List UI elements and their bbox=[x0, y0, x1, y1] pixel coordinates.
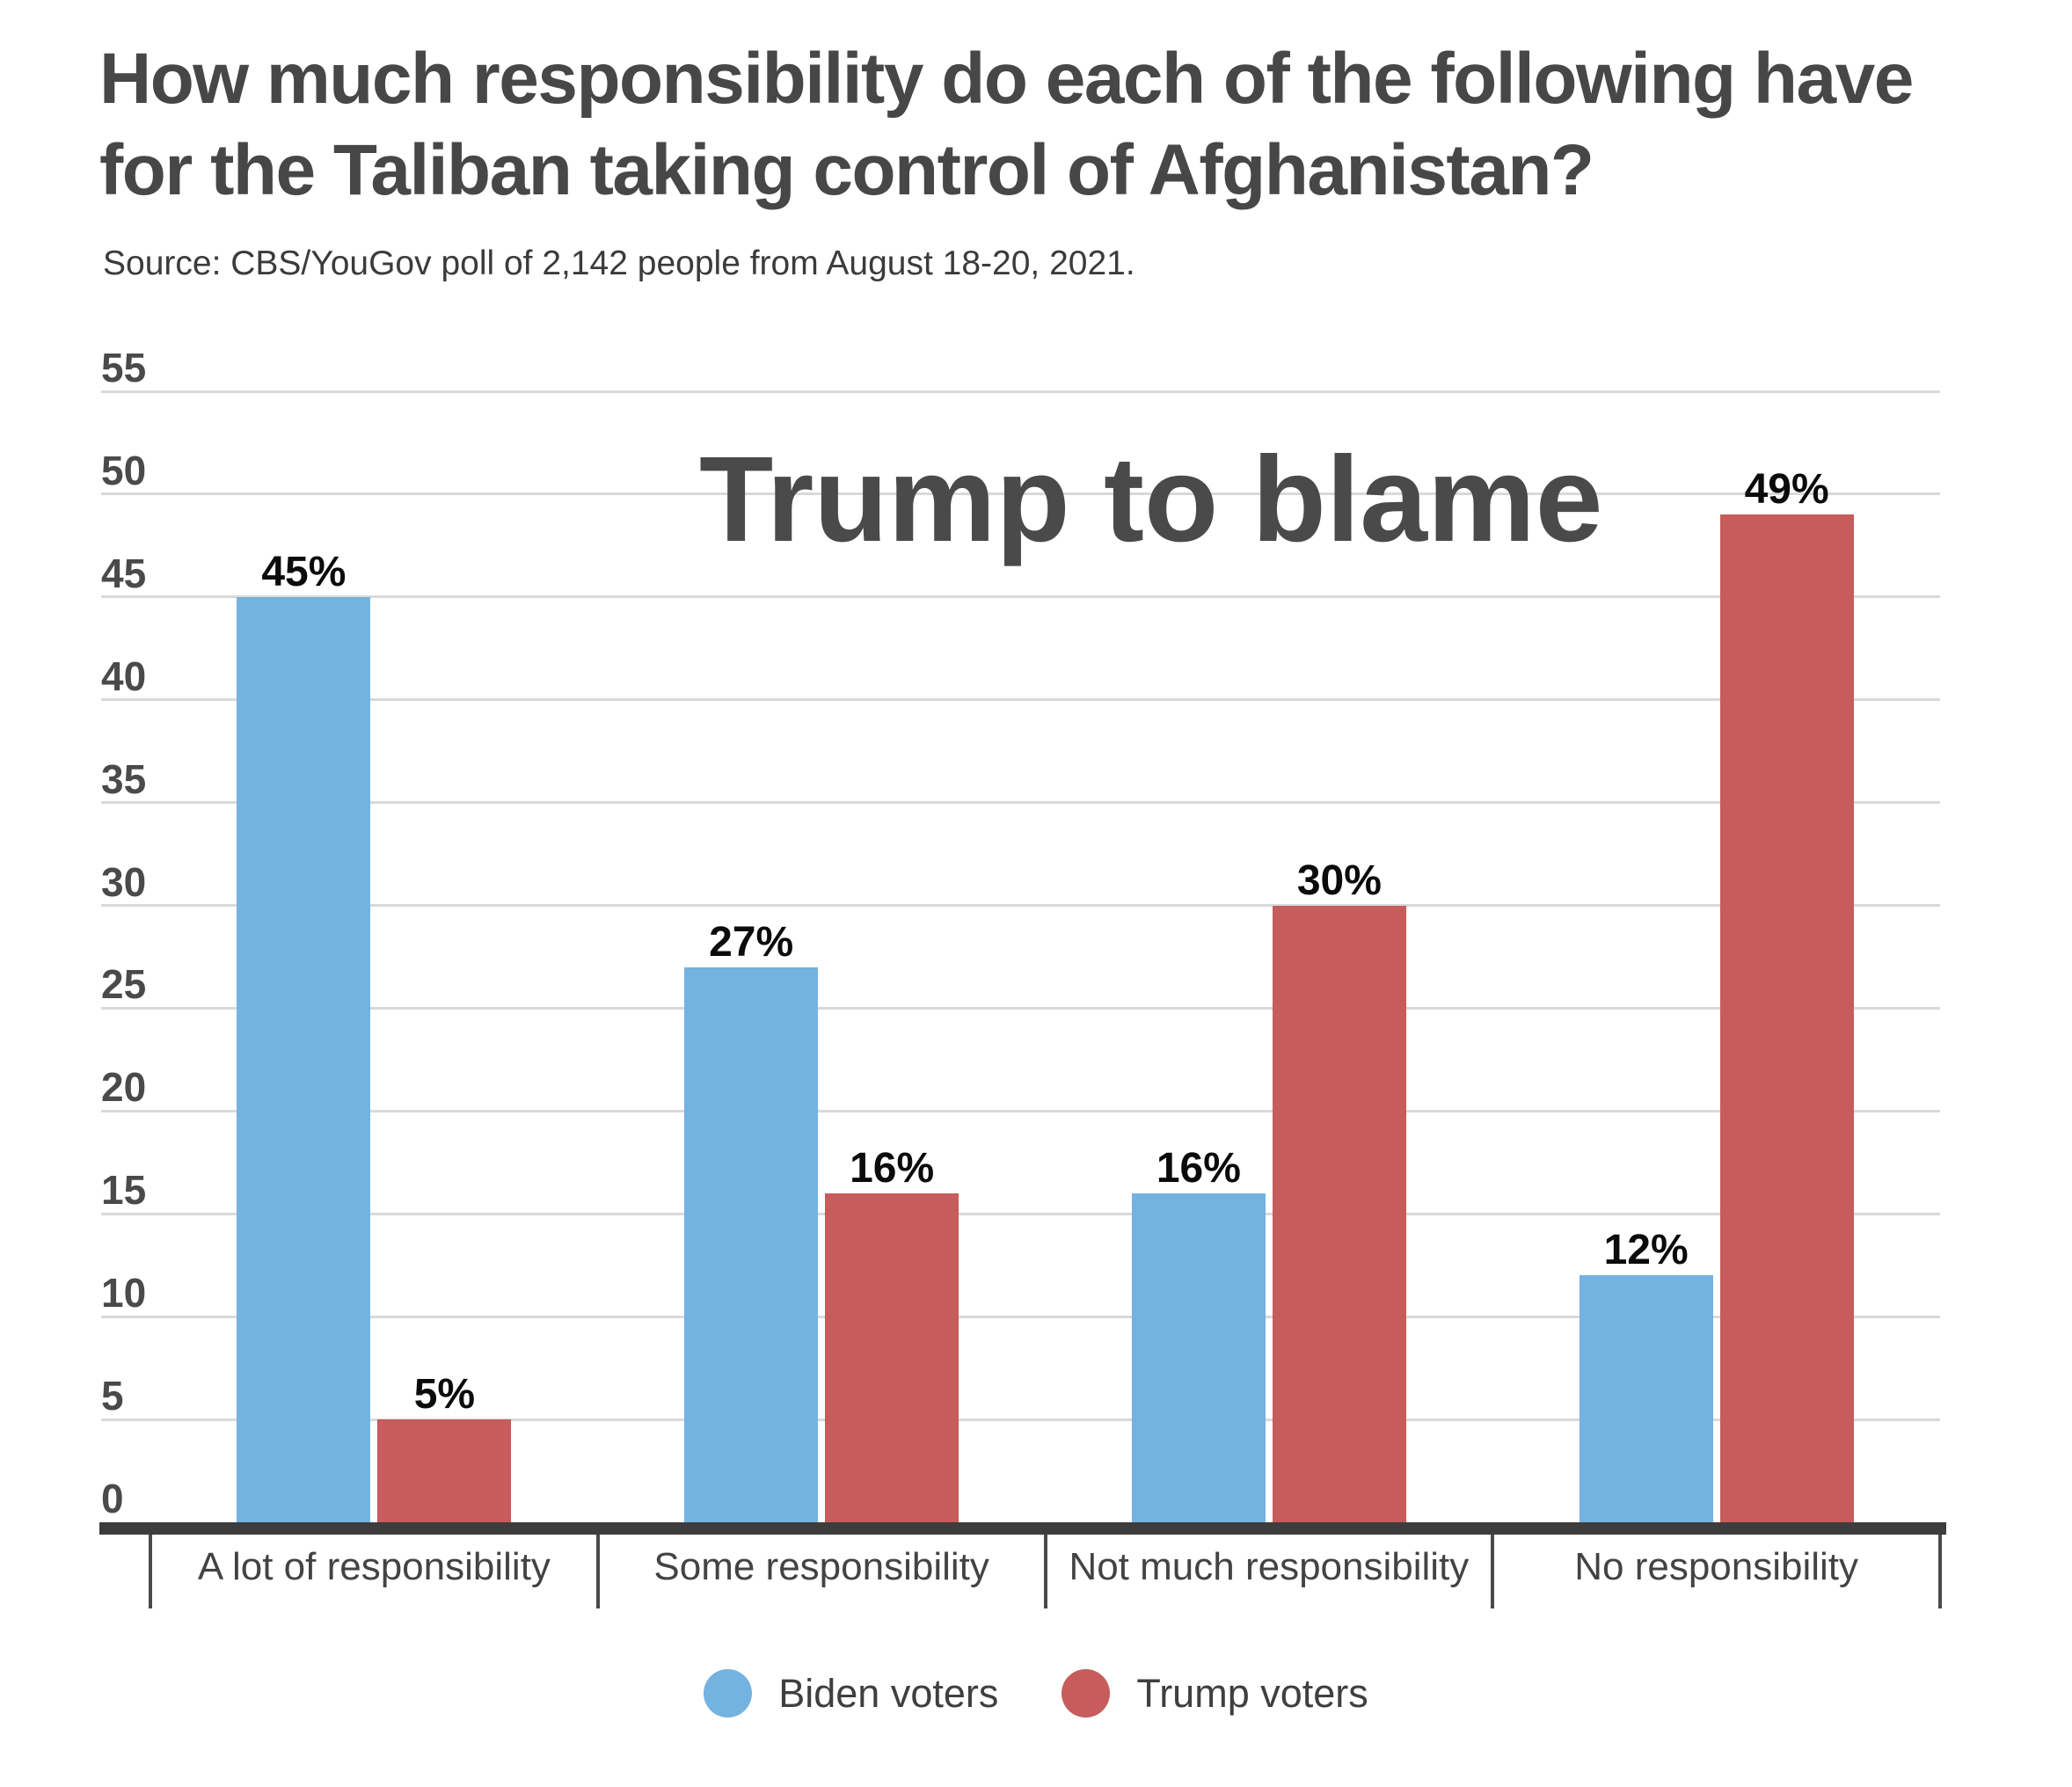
value-label: 16% bbox=[1156, 1144, 1241, 1192]
category-separator bbox=[1043, 1535, 1047, 1608]
y-tick-label-0: 0 bbox=[101, 1476, 124, 1521]
chart-annotation: Trump to blame bbox=[699, 432, 1603, 567]
y-tick-label-50: 50 bbox=[101, 447, 147, 493]
value-label: 45% bbox=[261, 548, 347, 595]
y-tick-label-30: 30 bbox=[101, 858, 147, 905]
legend-dot-icon-biden-voters bbox=[704, 1669, 753, 1718]
y-tick-label-15: 15 bbox=[101, 1167, 147, 1214]
bar-biden-voters bbox=[237, 596, 371, 1522]
category-label: A lot of responsibility bbox=[197, 1545, 551, 1588]
category-separator bbox=[1938, 1535, 1942, 1608]
value-label: 5% bbox=[413, 1371, 476, 1419]
y-tick-label-55: 55 bbox=[101, 345, 147, 390]
category-separator bbox=[149, 1535, 152, 1608]
gridline-40 bbox=[101, 698, 1940, 702]
category-label: No responsibility bbox=[1574, 1545, 1859, 1588]
legend: Biden voters Trump voters bbox=[0, 1669, 2072, 1718]
gridline-20 bbox=[101, 1109, 1940, 1112]
legend-dot-icon-trump-voters bbox=[1062, 1669, 1111, 1718]
x-axis-line bbox=[99, 1522, 1946, 1535]
y-tick-label-25: 25 bbox=[101, 961, 147, 1008]
value-label: 49% bbox=[1744, 466, 1829, 514]
legend-label-biden-voters: Biden voters bbox=[778, 1670, 999, 1716]
legend-item-biden-voters: Biden voters bbox=[704, 1669, 998, 1718]
category-label: Some responsibility bbox=[653, 1545, 989, 1588]
gridline-15 bbox=[101, 1212, 1940, 1215]
bar-trump-voters bbox=[1719, 514, 1854, 1522]
y-tick-label-5: 5 bbox=[101, 1373, 124, 1419]
bar-trump-voters bbox=[825, 1193, 959, 1522]
category-separator bbox=[1491, 1535, 1495, 1608]
bar-biden-voters bbox=[684, 966, 819, 1522]
gridline-50 bbox=[101, 492, 1940, 496]
value-label: 30% bbox=[1296, 857, 1382, 904]
y-tick-label-45: 45 bbox=[101, 550, 147, 596]
plot-area: Trump to blame 0 5 10 15 20 25 30 35 40 45 50 55 45%… bbox=[101, 347, 1940, 1522]
gridline-35 bbox=[101, 801, 1940, 805]
bar-biden-voters bbox=[1579, 1275, 1713, 1522]
bar-biden-voters bbox=[1131, 1193, 1266, 1522]
y-tick-label-40: 40 bbox=[101, 653, 147, 699]
bar-trump-voters bbox=[1272, 905, 1406, 1522]
value-label: 12% bbox=[1603, 1227, 1689, 1274]
category-separator bbox=[595, 1535, 600, 1608]
gridline-55 bbox=[101, 390, 1940, 393]
value-label: 16% bbox=[850, 1144, 935, 1192]
chart-source: Source: CBS/YouGov poll of 2,142 people … bbox=[103, 244, 1135, 282]
chart-title: How much responsibility do each of the f… bbox=[99, 39, 1914, 210]
gridline-5 bbox=[101, 1418, 1940, 1421]
y-tick-label-35: 35 bbox=[101, 755, 147, 802]
y-tick-label-20: 20 bbox=[101, 1064, 147, 1111]
legend-label-trump-voters: Trump voters bbox=[1136, 1670, 1368, 1716]
bar-trump-voters bbox=[377, 1419, 512, 1522]
legend-item-trump-voters: Trump voters bbox=[1062, 1669, 1368, 1718]
gridline-25 bbox=[101, 1006, 1940, 1010]
gridline-10 bbox=[101, 1315, 1940, 1318]
category-axis: A lot of responsibility Some responsibili… bbox=[149, 1535, 1942, 1640]
y-tick-label-10: 10 bbox=[101, 1270, 147, 1317]
value-label: 27% bbox=[709, 918, 794, 966]
gridline-30 bbox=[101, 904, 1940, 908]
category-label: Not much responsibility bbox=[1069, 1545, 1470, 1588]
gridline-45 bbox=[101, 595, 1940, 599]
